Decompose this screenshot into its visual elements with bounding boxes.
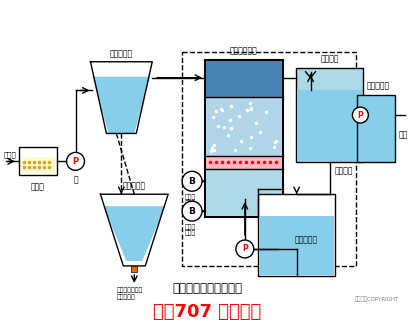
Bar [131,266,137,272]
Text: P: P [72,157,78,166]
Text: P: P [358,110,363,120]
Text: 曝气用
空压机: 曝气用 空压机 [185,224,196,236]
Bar [182,52,356,266]
Circle shape [66,152,85,170]
Bar [357,95,395,162]
Bar [19,147,57,175]
Text: 处理水池: 处理水池 [320,54,339,63]
Bar [205,60,282,217]
Text: 化工707 剪辑制作: 化工707 剪辑制作 [153,303,261,321]
Text: 反冲洗水: 反冲洗水 [335,167,353,176]
Bar [206,97,282,156]
Text: B: B [189,177,195,186]
Text: 泵: 泵 [73,175,78,184]
Text: 生物滤池污水处理系统: 生物滤池污水处理系统 [172,282,242,295]
Text: 污泥处理设备或
系统外排放: 污泥处理设备或 系统外排放 [116,288,142,300]
Bar [258,194,335,276]
Text: P: P [242,245,248,254]
Circle shape [182,201,202,221]
Bar [206,169,282,216]
Polygon shape [93,77,150,133]
Text: 东方仿真COPYRIGHT: 东方仿真COPYRIGHT [355,296,399,302]
Text: B: B [189,207,195,216]
Bar [296,68,363,162]
Circle shape [352,107,368,123]
Circle shape [236,240,254,258]
Polygon shape [103,206,165,261]
Bar [206,61,282,97]
Text: 曝气生物滤池: 曝气生物滤池 [230,46,258,55]
Text: 沉砂池: 沉砂池 [31,182,45,191]
Bar [259,216,335,275]
Text: 原污水: 原污水 [4,151,17,158]
Text: 污泥浓缩池: 污泥浓缩池 [123,182,146,191]
Bar [206,156,282,169]
Text: 反冲用
空压机: 反冲用 空压机 [185,194,196,206]
Text: 反冲洗水池: 反冲洗水池 [295,235,318,245]
Text: 初次沉淀池: 初次沉淀池 [110,49,133,58]
Circle shape [182,171,202,191]
Text: 放流: 放流 [398,131,408,140]
Text: 投氧混合池: 投氧混合池 [367,81,390,90]
Bar [297,90,362,162]
Bar [21,157,55,173]
